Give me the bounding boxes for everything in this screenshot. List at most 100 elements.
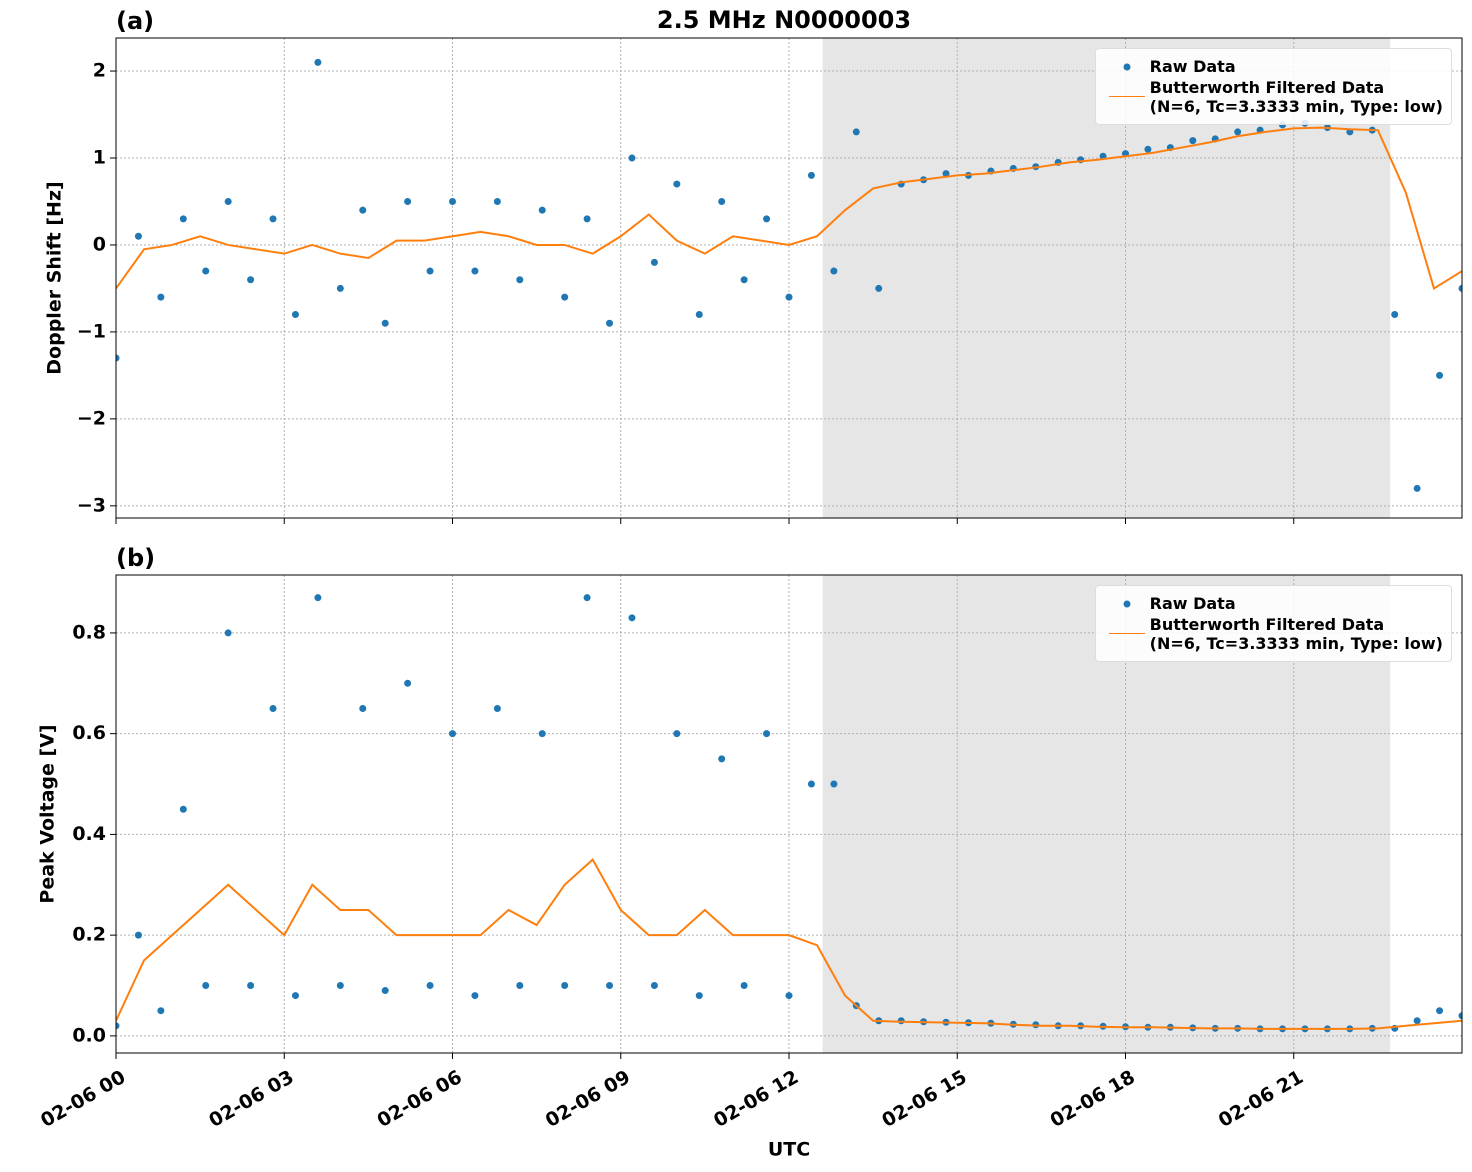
x-tick-label: 02-06 15: [878, 1066, 970, 1132]
raw-point: [269, 215, 277, 223]
raw-point: [314, 594, 322, 602]
raw-point: [763, 730, 771, 738]
y-tick-label: 2: [93, 60, 106, 82]
raw-point: [1413, 484, 1421, 492]
raw-point: [830, 267, 838, 275]
raw-point: [1391, 311, 1399, 319]
raw-point: [583, 215, 591, 223]
x-tick-label: 02-06 09: [542, 1066, 634, 1132]
legend-label: Butterworth Filtered Data (N=6, Tc=3.333…: [1149, 78, 1443, 116]
raw-point: [606, 982, 614, 990]
legend-entry: Butterworth Filtered Data (N=6, Tc=3.333…: [1104, 615, 1443, 653]
raw-point: [650, 982, 658, 990]
x-tick-label: 02-06 18: [1047, 1066, 1139, 1132]
figure-title: 2.5 MHz N0000003: [657, 6, 911, 34]
legend-entry: Raw Data: [1104, 57, 1443, 76]
raw-point: [538, 206, 546, 214]
x-tick-label: 02-06 21: [1215, 1066, 1307, 1132]
raw-point: [763, 215, 771, 223]
raw-point: [224, 629, 232, 637]
y-tick-label: 0.4: [72, 823, 106, 845]
raw-point: [1436, 371, 1444, 379]
raw-point: [852, 128, 860, 136]
raw-point: [740, 982, 748, 990]
raw-point: [269, 704, 277, 712]
legend: Raw Data Butterworth Filtered Data (N=6, …: [1094, 48, 1452, 125]
raw-point: [202, 267, 210, 275]
panel-label: (a): [116, 7, 154, 35]
raw-point: [134, 232, 142, 240]
raw-point: [291, 311, 299, 319]
raw-point: [1234, 128, 1242, 136]
x-tick-label: 02-06 03: [205, 1066, 297, 1132]
x-tick-label: 02-06 06: [374, 1066, 466, 1132]
raw-point: [449, 730, 456, 738]
raw-point: [673, 180, 681, 188]
raw-point: [516, 982, 524, 990]
raw-point: [561, 982, 569, 990]
raw-point: [116, 354, 120, 362]
raw-point: [785, 992, 793, 1000]
raw-point: [1436, 1007, 1444, 1015]
raw-point: [116, 1022, 120, 1030]
y-tick-label: −1: [77, 320, 106, 342]
raw-point: [1458, 1012, 1462, 1020]
y-tick-label: 0.2: [72, 924, 106, 946]
legend-symbol: [1104, 594, 1150, 613]
legend-symbol: [1104, 615, 1150, 635]
y-tick-label: 0: [93, 233, 106, 255]
raw-point: [179, 215, 187, 223]
legend-label: Raw Data: [1149, 57, 1236, 76]
raw-point: [247, 982, 255, 990]
x-tick-label: 02-06 00: [37, 1066, 129, 1132]
x-axis-label: UTC: [768, 1139, 810, 1161]
raw-point: [202, 982, 210, 990]
raw-point: [516, 276, 524, 284]
y-tick-label: 0.0: [72, 1024, 106, 1046]
legend-entry: Raw Data: [1104, 594, 1443, 613]
legend-label: Raw Data: [1149, 594, 1236, 613]
raw-point: [942, 170, 950, 178]
raw-point: [359, 704, 367, 712]
y-tick-label: −2: [77, 407, 106, 429]
raw-point: [538, 730, 546, 738]
raw-point: [583, 594, 591, 602]
raw-point: [359, 206, 367, 214]
plot-frame: [115, 37, 1463, 519]
raw-point: [718, 755, 726, 763]
raw-point: [628, 614, 636, 622]
y-tick-label: 1: [93, 147, 106, 169]
legend-symbol: [1104, 78, 1150, 98]
raw-point: [426, 267, 434, 275]
raw-point: [404, 197, 412, 205]
x-tick-label: 02-06 12: [710, 1066, 802, 1132]
raw-point: [134, 931, 142, 939]
raw-point: [179, 805, 187, 813]
raw-point: [875, 284, 883, 292]
raw-point: [606, 319, 614, 327]
plot-area: [116, 58, 1462, 492]
raw-point: [695, 311, 703, 319]
raw-point: [314, 58, 322, 66]
raw-point: [381, 319, 389, 327]
raw-point: [449, 197, 456, 205]
filtered-line: [116, 126, 1462, 290]
raw-point: [628, 154, 636, 162]
raw-point: [1189, 137, 1197, 145]
raw-point: [1144, 145, 1152, 153]
y-tick-label: 0.8: [72, 621, 106, 643]
raw-point: [807, 780, 815, 788]
raw-point: [493, 704, 501, 712]
legend: Raw Data Butterworth Filtered Data (N=6, …: [1094, 585, 1452, 662]
raw-point: [157, 1007, 165, 1015]
raw-point: [561, 293, 569, 301]
plot-area: [116, 594, 1462, 1033]
y-axis-label: Doppler Shift [Hz]: [44, 181, 66, 374]
raw-point: [381, 987, 389, 995]
raw-point: [650, 258, 658, 266]
raw-point: [673, 730, 681, 738]
legend-label: Butterworth Filtered Data (N=6, Tc=3.333…: [1149, 615, 1443, 653]
legend-entry: Butterworth Filtered Data (N=6, Tc=3.333…: [1104, 78, 1443, 116]
y-axis-label: Peak Voltage [V]: [37, 724, 59, 903]
